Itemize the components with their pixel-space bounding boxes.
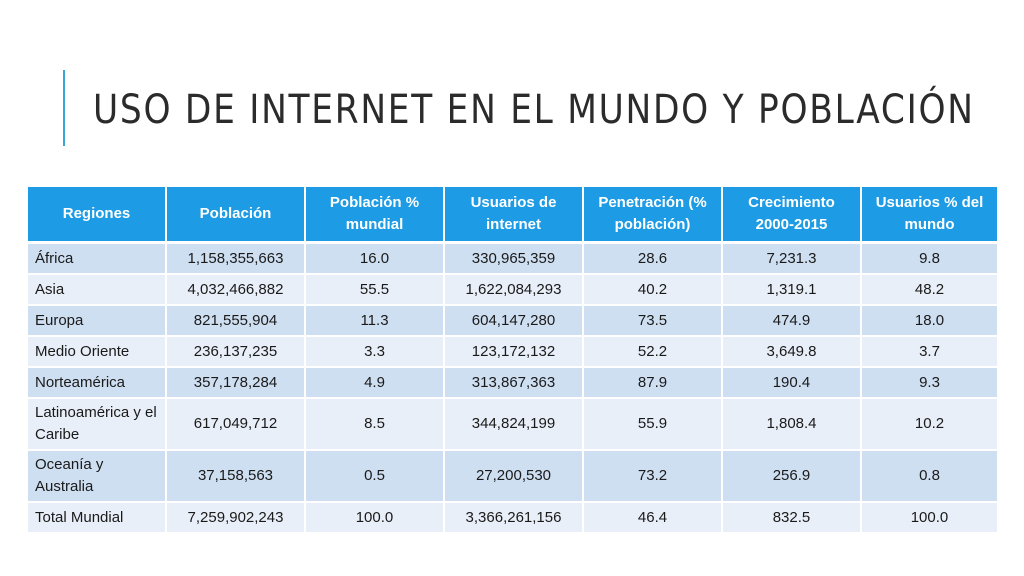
column-header: Regiones [28, 187, 167, 244]
table-cell: 100.0 [861, 502, 997, 534]
table-cell: 1,158,355,663 [166, 242, 306, 275]
region-cell: Latinoamérica y el Caribe [28, 398, 167, 451]
table-cell: 48.2 [861, 274, 997, 306]
table-cell: 3.7 [861, 336, 997, 368]
table-cell: 27,200,530 [444, 450, 584, 503]
region-cell: Norteamérica [28, 367, 167, 399]
table-row: Oceanía y Australia 37,158,563 0.5 27,20… [28, 450, 997, 503]
table-cell: 55.5 [305, 274, 445, 306]
region-cell: Asia [28, 274, 167, 306]
table-cell: 9.8 [861, 242, 997, 275]
table-row: Norteamérica 357,178,284 4.9 313,867,363… [28, 367, 997, 399]
table-cell: 52.2 [583, 336, 723, 368]
page-title: USO DE INTERNET EN EL MUNDO Y POBLACIÓN [93, 87, 975, 133]
table-cell: 18.0 [861, 305, 997, 337]
table-cell: 821,555,904 [166, 305, 306, 337]
table-cell: 37,158,563 [166, 450, 306, 503]
table-cell: 357,178,284 [166, 367, 306, 399]
table-cell: 3,649.8 [722, 336, 862, 368]
table-cell: 190.4 [722, 367, 862, 399]
table-cell: 0.8 [861, 450, 997, 503]
table-cell: 123,172,132 [444, 336, 584, 368]
table-cell: 73.5 [583, 305, 723, 337]
table-cell: 0.5 [305, 450, 445, 503]
table-cell: 474.9 [722, 305, 862, 337]
column-header: Usuarios de internet [444, 187, 584, 244]
column-header: Población [166, 187, 306, 244]
region-cell: África [28, 242, 167, 275]
region-cell: Europa [28, 305, 167, 337]
table-row: Latinoamérica y el Caribe 617,049,712 8.… [28, 398, 997, 451]
table-cell: 344,824,199 [444, 398, 584, 451]
table-cell: 1,622,084,293 [444, 274, 584, 306]
table-cell: 87.9 [583, 367, 723, 399]
table-header-row: Regiones Población Población % mundial U… [28, 187, 997, 244]
column-header: Población % mundial [305, 187, 445, 244]
table-cell: 7,231.3 [722, 242, 862, 275]
table-cell: 46.4 [583, 502, 723, 534]
region-cell: Oceanía y Australia [28, 450, 167, 503]
table-cell: 8.5 [305, 398, 445, 451]
region-cell: Total Mundial [28, 502, 167, 534]
table-cell: 313,867,363 [444, 367, 584, 399]
table-cell: 1,808.4 [722, 398, 862, 451]
table-total-row: Total Mundial 7,259,902,243 100.0 3,366,… [28, 502, 997, 534]
table-cell: 55.9 [583, 398, 723, 451]
table-cell: 10.2 [861, 398, 997, 451]
column-header: Usuarios % del mundo [861, 187, 997, 244]
table-cell: 617,049,712 [166, 398, 306, 451]
table-cell: 7,259,902,243 [166, 502, 306, 534]
table-cell: 4.9 [305, 367, 445, 399]
table-cell: 73.2 [583, 450, 723, 503]
column-header: Penetración (% población) [583, 187, 723, 244]
table-cell: 40.2 [583, 274, 723, 306]
table-row: Asia 4,032,466,882 55.5 1,622,084,293 40… [28, 274, 997, 306]
table-cell: 9.3 [861, 367, 997, 399]
table-cell: 16.0 [305, 242, 445, 275]
title-accent-bar [63, 70, 65, 146]
table-row: Medio Oriente 236,137,235 3.3 123,172,13… [28, 336, 997, 368]
table-cell: 28.6 [583, 242, 723, 275]
table-cell: 3,366,261,156 [444, 502, 584, 534]
table-row: Europa 821,555,904 11.3 604,147,280 73.5… [28, 305, 997, 337]
table-cell: 4,032,466,882 [166, 274, 306, 306]
region-cell: Medio Oriente [28, 336, 167, 368]
column-header: Crecimiento 2000-2015 [722, 187, 862, 244]
internet-usage-table: Regiones Población Población % mundial U… [28, 187, 997, 534]
table-cell: 604,147,280 [444, 305, 584, 337]
table-cell: 832.5 [722, 502, 862, 534]
table-cell: 236,137,235 [166, 336, 306, 368]
table-cell: 330,965,359 [444, 242, 584, 275]
table-row: África 1,158,355,663 16.0 330,965,359 28… [28, 242, 997, 275]
table-cell: 1,319.1 [722, 274, 862, 306]
table-cell: 3.3 [305, 336, 445, 368]
table-cell: 11.3 [305, 305, 445, 337]
table-cell: 100.0 [305, 502, 445, 534]
table-cell: 256.9 [722, 450, 862, 503]
